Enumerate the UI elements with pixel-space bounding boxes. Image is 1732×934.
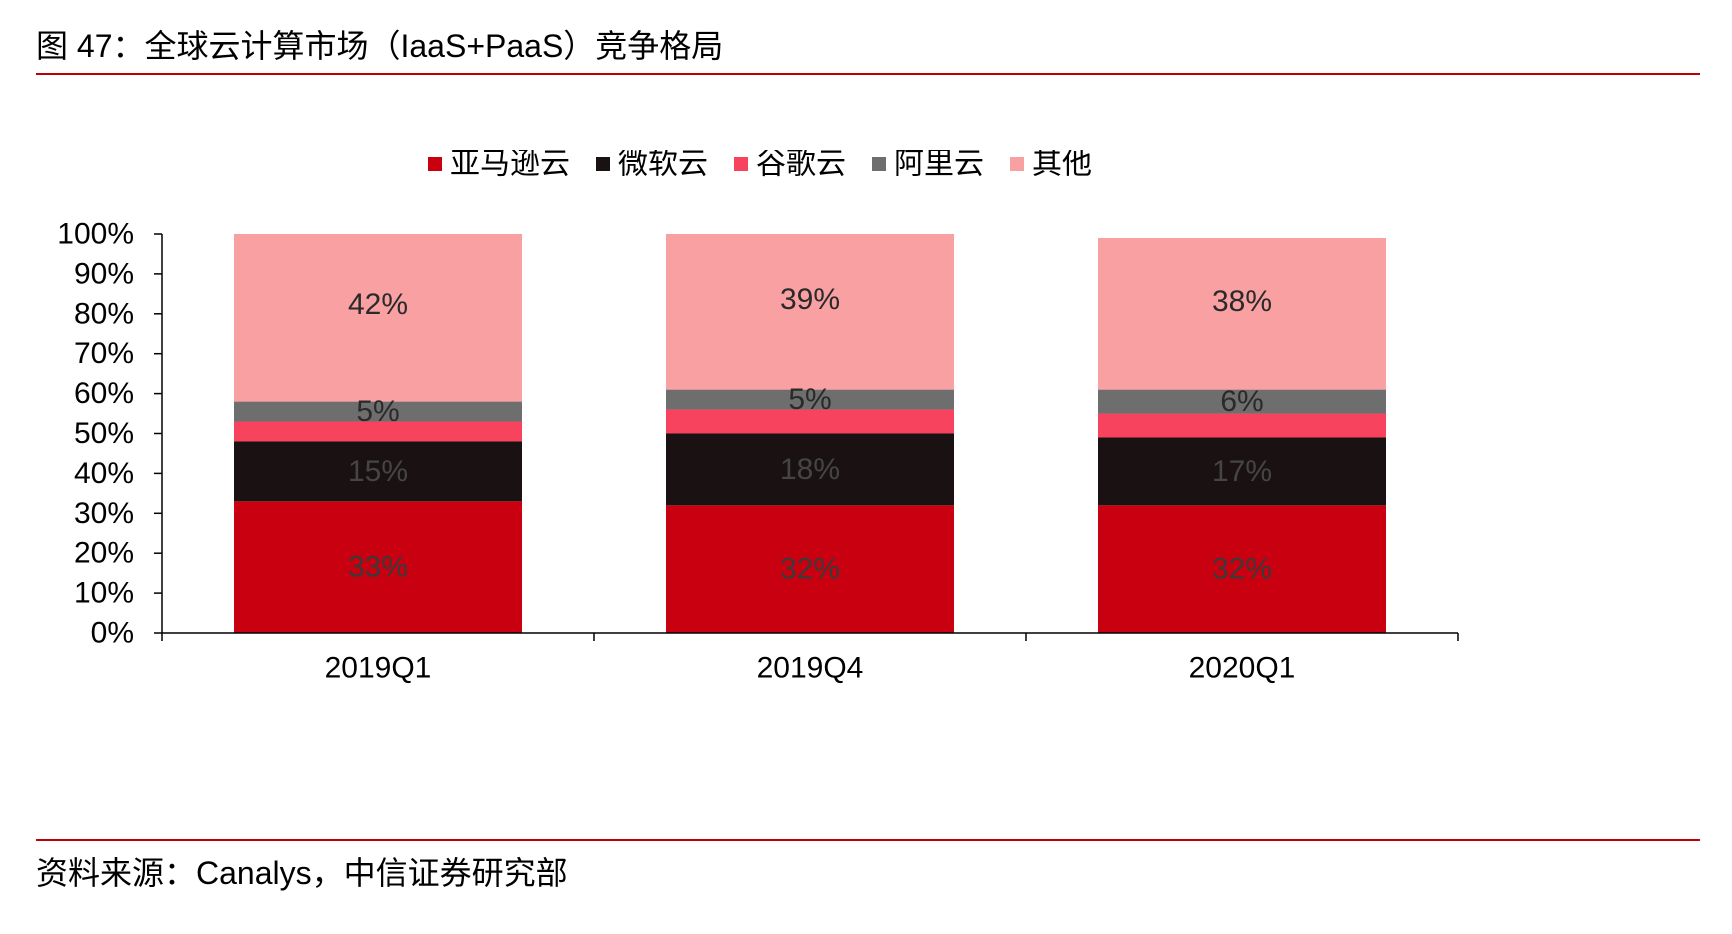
- figure-source: 资料来源：Canalys，中信证券研究部: [36, 855, 568, 891]
- bar-segment: [234, 421, 522, 442]
- bar-segment: [1098, 413, 1386, 438]
- y-tick-label: 70%: [74, 337, 134, 370]
- legend-swatch: [872, 157, 886, 171]
- bar-segment: [234, 234, 522, 402]
- y-tick-label: 40%: [74, 457, 134, 490]
- legend-label: 阿里云: [894, 150, 984, 181]
- title-rule: [36, 73, 1700, 75]
- y-tick-label: 100%: [57, 218, 134, 251]
- data-label: 33%: [348, 551, 408, 584]
- x-tick-label: 2019Q1: [325, 652, 432, 685]
- legend-item: 阿里云: [872, 150, 984, 181]
- stacked-bar-chart: 亚马逊云 微软云 谷歌云 阿里云 其他 33% 15% 5% 42% 32% 18% 5% 39% 32…: [57, 150, 1459, 685]
- data-label: 32%: [780, 553, 840, 586]
- bar-segment: [234, 501, 522, 633]
- y-tick-label: 10%: [74, 577, 134, 610]
- bar-segment: [666, 234, 954, 390]
- legend-swatch: [596, 157, 610, 171]
- bar-segment: [666, 409, 954, 434]
- y-tick-label: 30%: [74, 497, 134, 530]
- y-tick-label: 20%: [74, 537, 134, 570]
- legend-swatch: [428, 157, 442, 171]
- legend-item: 谷歌云: [734, 150, 846, 181]
- y-tick-label: 80%: [74, 297, 134, 330]
- data-labels: 33% 15% 5% 42% 32% 18% 5% 39% 32% 17% 6% 38%: [348, 283, 1272, 586]
- bar-segment: [1098, 389, 1386, 414]
- legend-label: 其他: [1032, 150, 1092, 181]
- y-tick-label: 50%: [74, 417, 134, 450]
- data-label: 5%: [356, 395, 399, 428]
- legend-swatch: [734, 157, 748, 171]
- y-tick-label: 60%: [74, 377, 134, 410]
- bar-segment: [1098, 505, 1386, 633]
- figure-title: 图 47：全球云计算市场（IaaS+PaaS）竞争格局: [36, 28, 724, 64]
- x-tick-label: 2019Q4: [757, 652, 864, 685]
- data-label: 5%: [788, 383, 831, 416]
- legend-label: 微软云: [618, 150, 708, 181]
- data-label: 17%: [1212, 455, 1272, 488]
- bar-segment: [234, 401, 522, 422]
- data-label: 32%: [1212, 553, 1272, 586]
- data-label: 18%: [780, 453, 840, 486]
- bar-segment: [666, 505, 954, 633]
- bar-segment: [234, 441, 522, 502]
- y-tick-label: 90%: [74, 257, 134, 290]
- legend-item: 亚马逊云: [428, 150, 570, 181]
- data-label: 15%: [348, 455, 408, 488]
- bars: [234, 234, 1386, 633]
- legend-item: 其他: [1010, 150, 1092, 181]
- x-tick-label: 2020Q1: [1189, 652, 1296, 685]
- bar-segment: [1098, 437, 1386, 506]
- data-label: 38%: [1212, 285, 1272, 318]
- bar-segment: [666, 433, 954, 506]
- legend: 亚马逊云 微软云 谷歌云 阿里云 其他: [428, 150, 1092, 181]
- bar-segment: [666, 389, 954, 410]
- legend-label: 谷歌云: [756, 150, 846, 181]
- data-label: 39%: [780, 283, 840, 316]
- legend-label: 亚马逊云: [450, 150, 570, 181]
- bar-segment: [1098, 237, 1386, 390]
- source-rule: [36, 839, 1700, 841]
- legend-swatch: [1010, 157, 1024, 171]
- axes: 0% 10% 20% 30% 40% 50% 60% 70% 80% 90% 100% 2019Q1 2…: [57, 218, 1459, 685]
- data-label: 42%: [348, 288, 408, 321]
- data-label: 6%: [1220, 385, 1263, 418]
- legend-item: 微软云: [596, 150, 708, 181]
- y-tick-label: 0%: [91, 617, 134, 650]
